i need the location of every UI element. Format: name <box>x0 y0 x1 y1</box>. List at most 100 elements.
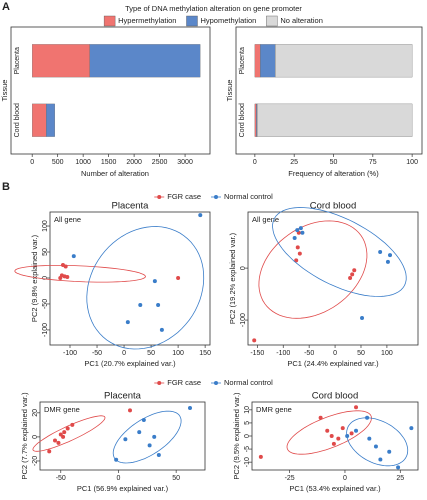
point <box>138 302 143 307</box>
point <box>295 228 300 233</box>
y-tick-label: 0 <box>244 434 251 438</box>
x-axis-label: PC1 (56.9% explained var.) <box>77 484 169 493</box>
annotation: All gene <box>252 215 279 224</box>
chart-title: Cord blood <box>310 201 356 212</box>
point <box>336 436 341 441</box>
x-tick-label: 50 <box>357 350 365 357</box>
point <box>340 426 345 431</box>
legend-label: Normal control <box>224 378 273 387</box>
x-tick-label: 0 <box>343 475 347 482</box>
legend-label: FGR case <box>167 378 201 387</box>
point <box>354 428 359 433</box>
point <box>63 264 68 269</box>
point <box>387 449 392 454</box>
x-tick-label: -25 <box>285 475 295 482</box>
point <box>70 422 75 427</box>
x-axis-label: PC1 (53.4% explained var.) <box>289 484 381 493</box>
bar-segment <box>32 44 90 78</box>
point <box>385 259 390 264</box>
point <box>137 430 142 435</box>
point <box>378 457 383 462</box>
point <box>62 430 67 435</box>
x-axis-label: Frequency of alteration (%) <box>288 169 379 178</box>
point <box>125 320 130 325</box>
y-axis-label: PC2 (9.8% explained var.) <box>30 234 39 322</box>
bar-segment <box>46 103 55 137</box>
x-axis-label: Number of alteration <box>81 169 149 178</box>
confidence-ellipse <box>32 415 106 452</box>
legend-swatch <box>186 15 198 27</box>
y-tick-label: 20 <box>32 409 39 417</box>
x-tick-label: 150 <box>199 350 211 357</box>
point <box>298 226 303 231</box>
bar-segment <box>254 103 257 137</box>
point <box>252 338 257 343</box>
x-axis-label: PC1 (24.4% explained var.) <box>287 359 379 368</box>
point <box>409 426 414 431</box>
point <box>349 431 354 436</box>
y-axis-label: PC2 (19.2% explained var.) <box>228 232 237 324</box>
x-tick-label: 50 <box>330 159 338 166</box>
x-tick-label: 50 <box>147 350 155 357</box>
point <box>114 457 119 462</box>
chart-title: Placenta <box>104 391 142 402</box>
x-tick-label: 100 <box>172 350 184 357</box>
point <box>156 302 161 307</box>
x-tick-label: 50 <box>172 475 180 482</box>
point <box>294 258 299 263</box>
y-tick-label: Placenta <box>14 47 21 74</box>
plot-frame <box>235 26 423 155</box>
confidence-ellipse <box>258 220 368 319</box>
legend-swatch <box>214 381 218 385</box>
x-tick-label: 100 <box>406 159 418 166</box>
x-tick-label: 0 <box>117 475 121 482</box>
y-tick-label: -100 <box>240 313 247 327</box>
bar-segment <box>32 103 47 137</box>
point <box>331 441 336 446</box>
point <box>396 465 401 470</box>
x-axis-label: PC1 (20.7% explained var.) <box>84 359 176 368</box>
point <box>292 235 297 240</box>
annotation: DMR gene <box>44 405 80 414</box>
point <box>65 274 70 279</box>
x-tick-label: 1500 <box>101 159 117 166</box>
y-axis-label: PC2 (9.5% explained var.) <box>232 392 241 480</box>
x-tick-label: -100 <box>63 350 77 357</box>
y-tick-label: -100 <box>42 323 49 337</box>
point <box>58 275 63 280</box>
point <box>128 408 132 413</box>
point <box>47 449 52 454</box>
point <box>367 436 372 441</box>
point <box>159 327 164 332</box>
point <box>325 428 330 433</box>
point <box>295 245 300 250</box>
x-tick-label: 2000 <box>126 159 142 166</box>
x-tick-label: 1000 <box>75 159 91 166</box>
point <box>56 440 61 445</box>
legend-swatch <box>103 15 116 27</box>
x-tick-label: 0 <box>122 350 126 357</box>
point <box>198 213 203 218</box>
y-axis-label: Tissue <box>225 80 234 102</box>
x-tick-label: 0 <box>30 159 34 166</box>
legend-label: Hypermethylation <box>118 16 176 25</box>
point <box>352 268 357 273</box>
x-tick-label: 0 <box>333 350 337 357</box>
y-tick-label: 0 <box>240 266 247 270</box>
plot-frame <box>39 401 206 471</box>
legend-label: Hypomethylation <box>200 16 256 25</box>
point <box>350 272 355 277</box>
panel-label: B <box>2 181 10 193</box>
y-tick-label: 5 <box>244 421 251 425</box>
bar-segment <box>89 44 201 78</box>
y-tick-label: 10 <box>244 406 251 414</box>
annotation: DMR gene <box>256 405 292 414</box>
x-tick-label: 25 <box>396 475 404 482</box>
legend-swatch <box>214 195 218 199</box>
point <box>300 230 305 235</box>
x-tick-label: 2500 <box>152 159 168 166</box>
y-tick-label: 100 <box>42 220 49 232</box>
panel-label: A <box>2 1 10 13</box>
point <box>365 415 370 420</box>
legend-swatch <box>266 15 278 27</box>
